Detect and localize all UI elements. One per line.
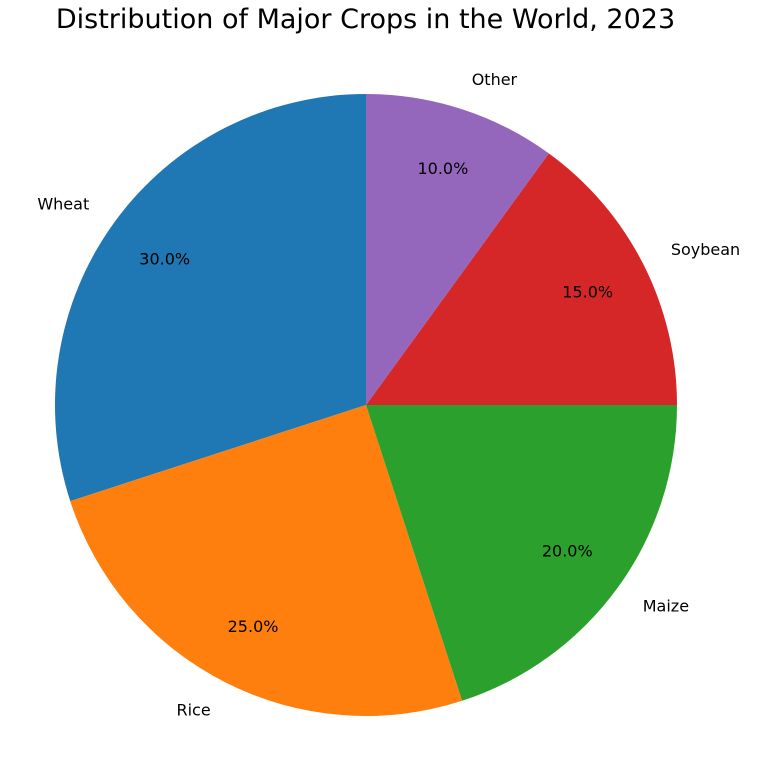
- slice-label-rice: Rice: [176, 700, 210, 719]
- pie-slice-soybean: [366, 153, 677, 405]
- slice-percent-soybean: 15.0%: [562, 283, 613, 302]
- slice-label-other: Other: [472, 70, 518, 89]
- slice-percent-rice: 25.0%: [228, 617, 279, 636]
- slice-percent-maize: 20.0%: [542, 542, 593, 561]
- pie-slice-other: [366, 94, 549, 405]
- slice-label-soybean: Soybean: [671, 240, 740, 259]
- slice-percent-wheat: 30.0%: [139, 249, 190, 268]
- pie-slice-wheat: [54, 94, 366, 502]
- slice-label-maize: Maize: [643, 597, 689, 616]
- chart-title: Distribution of Major Crops in the World…: [55, 4, 676, 35]
- pie-slice-rice: [70, 405, 463, 716]
- pie-slice-maize: [366, 405, 677, 701]
- slice-percent-other: 10.0%: [417, 159, 468, 178]
- slice-label-wheat: Wheat: [37, 194, 89, 213]
